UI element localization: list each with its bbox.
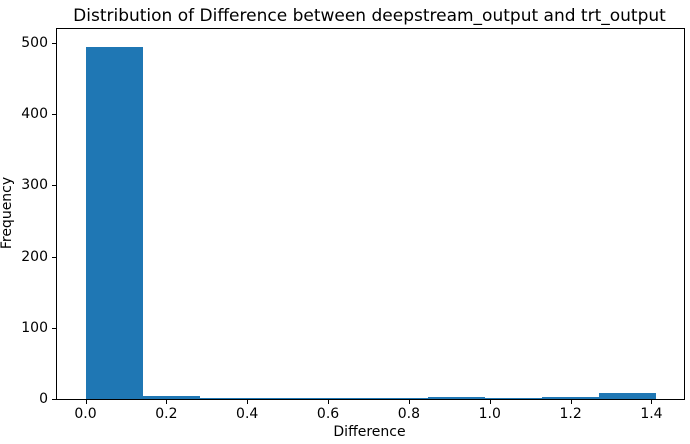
x-axis-tick: [489, 400, 491, 404]
x-axis-tick: [247, 400, 249, 404]
x-axis-tick: [570, 400, 572, 404]
x-tick-label: 1.2: [559, 406, 582, 422]
y-axis-tick: [52, 185, 56, 187]
x-axis-tick: [166, 400, 168, 404]
histogram-bar: [541, 396, 599, 399]
histogram-bar: [484, 398, 542, 399]
histogram-bar: [199, 398, 257, 399]
y-tick-label: 300: [21, 177, 48, 194]
histogram-bar: [142, 396, 200, 399]
histogram-bar: [598, 393, 656, 399]
y-axis-tick: [52, 114, 56, 116]
x-tick-label: 1.0: [478, 406, 501, 422]
y-axis-tick: [52, 327, 56, 329]
x-axis-label: Difference: [333, 424, 406, 440]
y-tick-label: 200: [21, 248, 48, 265]
x-axis-tick: [85, 400, 87, 404]
chart-title: Distribution of Difference between deeps…: [73, 6, 666, 26]
x-tick-label: 0.4: [236, 406, 259, 422]
histogram-bar: [370, 397, 428, 399]
x-axis-tick: [408, 400, 410, 404]
x-axis-tick: [651, 400, 653, 404]
y-axis-tick: [52, 43, 56, 45]
histogram-bar: [427, 396, 485, 399]
x-tick-label: 0.2: [155, 406, 178, 422]
histogram-bar: [313, 397, 371, 399]
x-tick-label: 0.8: [397, 406, 421, 422]
histogram-bar: [85, 46, 143, 399]
x-tick-label: 0.6: [316, 406, 340, 422]
x-axis-tick: [328, 400, 330, 404]
y-tick-label: 500: [21, 35, 48, 52]
plot-area: [56, 28, 685, 400]
y-tick-label: 0: [39, 391, 48, 407]
y-tick-label: 400: [21, 106, 48, 123]
y-axis-tick: [52, 256, 56, 258]
y-axis-tick: [52, 399, 56, 400]
x-tick-label: 1.4: [640, 406, 663, 422]
x-tick-label: 0.0: [74, 406, 97, 422]
histogram-bar: [256, 398, 314, 399]
y-tick-label: 100: [21, 319, 48, 336]
